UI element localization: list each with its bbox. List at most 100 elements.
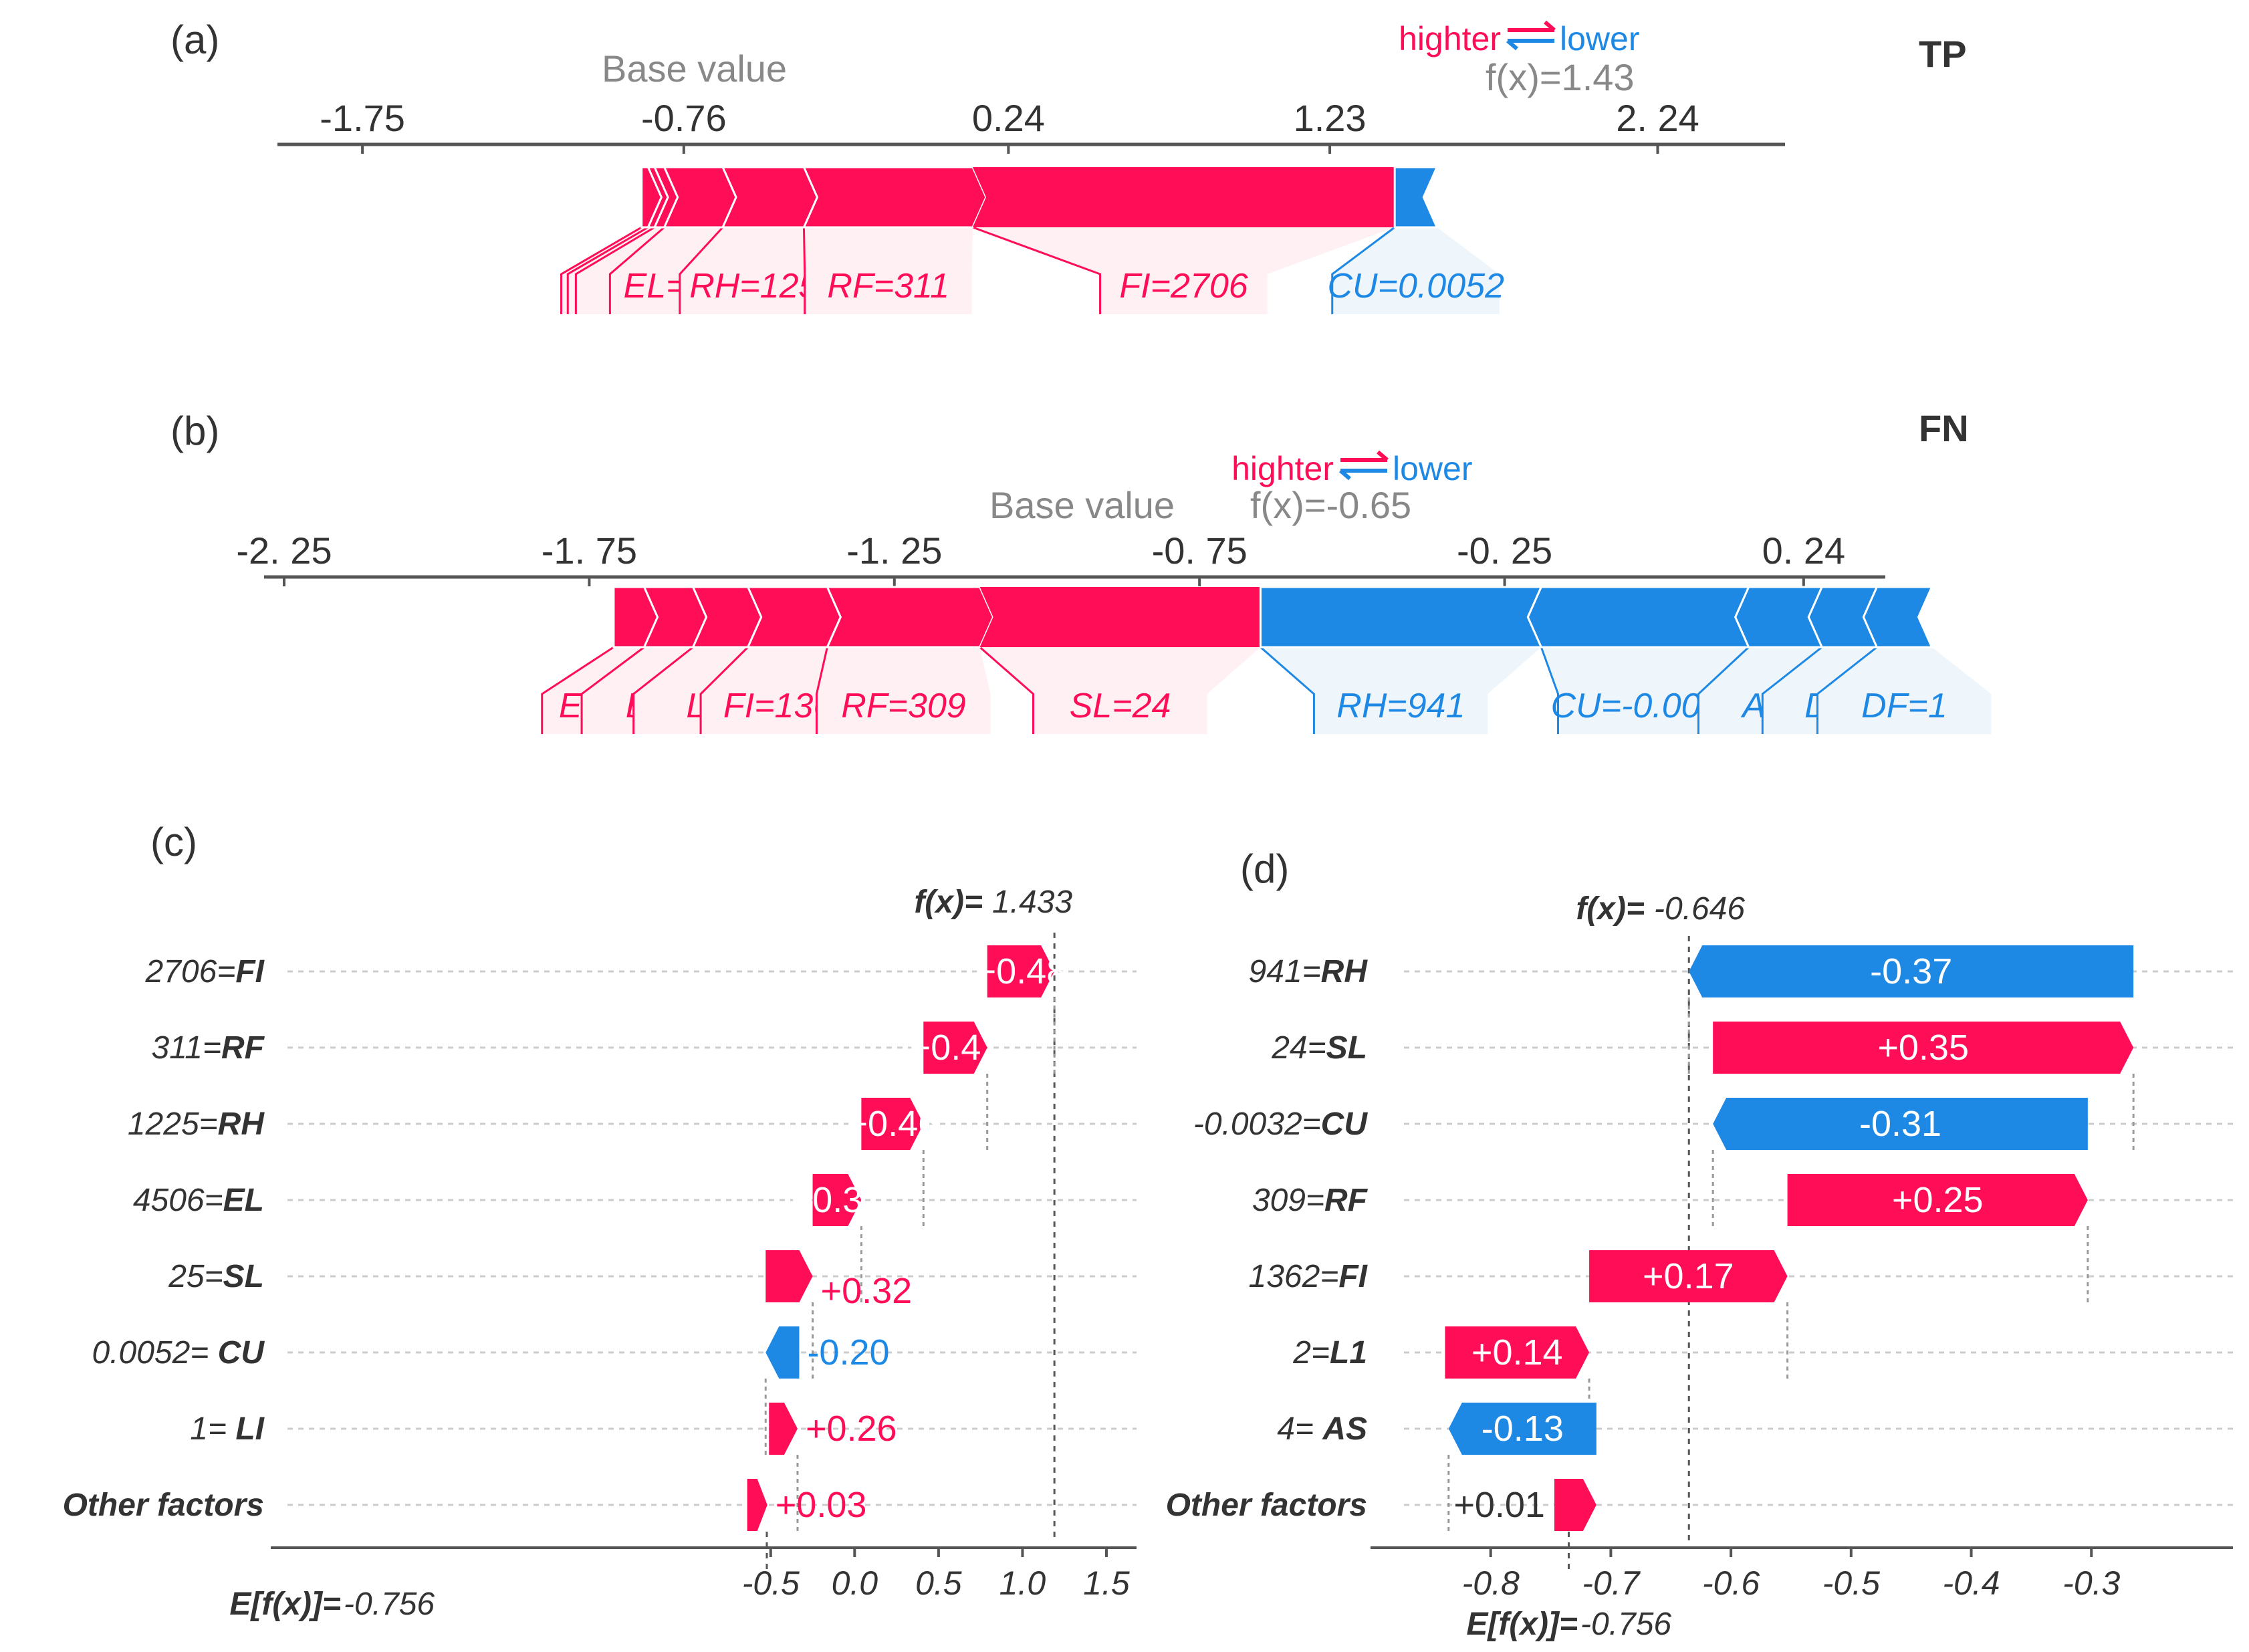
row-label-feature: SL xyxy=(1326,1030,1367,1066)
row-label-feature: RF xyxy=(1324,1183,1369,1218)
row-label-value: 309= xyxy=(1252,1183,1324,1218)
waterfall-bar-positive xyxy=(1445,1326,1590,1379)
force-bar-positive xyxy=(826,586,995,648)
row-label-feature: RF xyxy=(221,1030,265,1066)
row-label: Other factors xyxy=(1166,1488,1367,1523)
x-tick-label: 0.24 xyxy=(972,97,1045,139)
x-tick-label: -0. 25 xyxy=(1457,529,1552,572)
label-box xyxy=(816,647,991,734)
label-connector xyxy=(560,226,642,314)
row-label-value: 4= xyxy=(1277,1411,1322,1447)
x-tick-label: 2. 24 xyxy=(1616,97,1699,139)
x-tick-label: -1. 25 xyxy=(846,529,942,572)
panel-label: (c) xyxy=(150,820,197,864)
row-label-value: 0.0052= xyxy=(92,1335,217,1371)
bar-value: +0.01 xyxy=(1453,1485,1545,1525)
row-label-feature: EL xyxy=(223,1183,264,1218)
x-tick-label: 0.5 xyxy=(915,1564,962,1602)
x-tick-label: 0.0 xyxy=(832,1564,878,1602)
row-label-value: 941= xyxy=(1249,954,1321,989)
bar-value: +0.46 xyxy=(847,1104,939,1144)
force-plot-tp: (a) TP highter lower Base value f(x)=1.43 -1.7… xyxy=(170,17,1967,314)
waterfall-bar-negative xyxy=(1448,1403,1596,1455)
label-connector xyxy=(580,646,645,734)
row-label-value: -0.0032= xyxy=(1193,1106,1321,1142)
force-bar-negative xyxy=(1393,166,1439,229)
feature-label: SL=24 xyxy=(1070,687,1171,725)
label-connector xyxy=(574,226,655,314)
fx-label: f(x)= xyxy=(914,884,983,920)
waterfall-bar-positive xyxy=(769,1403,798,1455)
bar-value: -0.31 xyxy=(1859,1104,1941,1144)
fx-label: f(x)= xyxy=(1576,891,1645,927)
row-label: 1362=FI xyxy=(1249,1259,1369,1294)
label-connector xyxy=(1697,646,1750,734)
waterfall-plot-d: (d)f(x)= -0.646-0.37941=RH+0.3524=SL-0.31… xyxy=(1166,846,2233,1642)
waterfall-bar-positive xyxy=(747,1479,767,1531)
bar-value: +0.48 xyxy=(975,951,1067,991)
arrow-right-icon xyxy=(1340,450,1389,462)
bar-value: +0.14 xyxy=(1471,1332,1563,1373)
row-label: 25=SL xyxy=(168,1259,264,1294)
waterfall-bar-positive xyxy=(923,1022,987,1074)
bar-value: +0.32 xyxy=(821,1271,913,1311)
row-label: 311=RF xyxy=(151,1030,265,1066)
label-box xyxy=(972,227,1395,314)
fx-value: 1.433 xyxy=(992,884,1072,920)
x-tick-label: 1.23 xyxy=(1294,97,1367,139)
panel-title: FN xyxy=(1919,407,1969,449)
label-box xyxy=(804,227,973,314)
waterfall-bar-positive xyxy=(861,1098,924,1150)
fx-label: f(x)=1.43 xyxy=(1486,56,1635,98)
row-label-feature: L1 xyxy=(1330,1335,1367,1371)
row-label: 24=SL xyxy=(1271,1030,1367,1066)
x-tick-label: -0.5 xyxy=(1822,1564,1880,1602)
label-connector xyxy=(608,226,665,314)
row-label: 0.0052= CU xyxy=(92,1335,265,1371)
force-bar-negative xyxy=(1259,586,1543,648)
force-bar-positive xyxy=(721,166,819,229)
label-box xyxy=(1260,647,1542,734)
arrow-left-icon xyxy=(1339,469,1387,481)
x-tick-label: 1.5 xyxy=(1083,1564,1130,1602)
waterfall-bar-negative xyxy=(765,1326,800,1379)
x-tick-label: 1.0 xyxy=(999,1564,1046,1602)
bar-value: +0.37 xyxy=(792,1180,883,1220)
row-label-value: 24= xyxy=(1271,1030,1326,1066)
row-label: 4= AS xyxy=(1277,1411,1367,1447)
row-label-feature: LI xyxy=(235,1411,265,1447)
bar-value: +0.17 xyxy=(1643,1256,1734,1296)
waterfall-bar-positive xyxy=(812,1174,862,1226)
row-label-feature: Other factors xyxy=(63,1488,264,1523)
label-connector xyxy=(1540,646,1560,734)
force-bar-negative xyxy=(1526,586,1751,648)
bar-value: +0.47 xyxy=(910,1028,1001,1068)
x-tick-label: -1. 75 xyxy=(542,529,637,572)
x-tick-label: -0.3 xyxy=(2062,1564,2120,1602)
label-connector xyxy=(1816,646,1878,734)
label-connector xyxy=(1260,646,1315,734)
panel-title: TP xyxy=(1919,33,1967,75)
waterfall-bar-negative xyxy=(1713,1098,2088,1150)
force-bar-positive xyxy=(972,167,1395,227)
x-tick-label: -0.5 xyxy=(742,1564,800,1602)
arrow-right-icon xyxy=(1508,20,1556,32)
row-label-value: 2706= xyxy=(145,954,236,989)
row-label: 2=L1 xyxy=(1292,1335,1367,1371)
x-tick-label: -0.6 xyxy=(1702,1564,1760,1602)
label-box xyxy=(1541,647,1749,734)
label-connector xyxy=(815,646,828,734)
bar-value: -0.13 xyxy=(1482,1409,1564,1449)
feature-label: RF=309 xyxy=(841,687,965,725)
row-label-feature: CU xyxy=(1321,1106,1369,1142)
feature-label: RH=941 xyxy=(1336,687,1465,725)
x-tick-label: -1.75 xyxy=(320,97,405,139)
row-label-feature: CU xyxy=(218,1335,265,1371)
label-connector xyxy=(972,226,1102,314)
force-bar-positive xyxy=(802,166,987,229)
base-value-label: Base value xyxy=(989,484,1175,526)
force-bar-negative xyxy=(1862,586,1933,648)
row-label-feature: SL xyxy=(223,1259,264,1294)
row-label: Other factors xyxy=(63,1488,264,1523)
waterfall-bar-positive xyxy=(1787,1174,2088,1226)
